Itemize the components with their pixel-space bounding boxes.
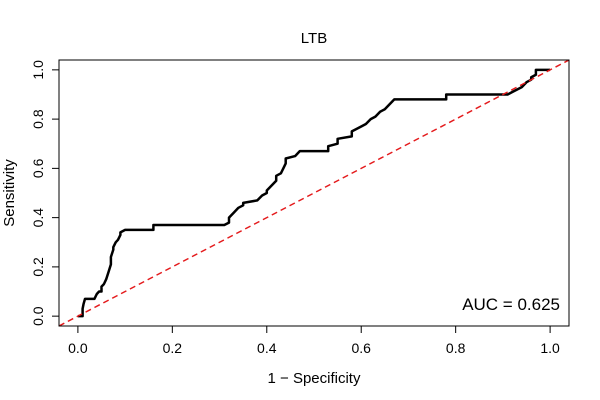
x-tick-label: 0.6 (351, 340, 371, 356)
x-axis-label: 1 − Specificity (268, 370, 361, 387)
y-tick-label: 0.6 (30, 158, 46, 178)
y-tick-label: 0.0 (30, 306, 46, 326)
plot-frame (58, 59, 570, 327)
y-axis: 0.0 0.2 0.4 0.6 0.8 1.0 (30, 60, 60, 326)
x-tick-label: 0.4 (257, 340, 277, 356)
roc-curve-line (77, 68, 551, 318)
x-tick-label: 0.2 (163, 340, 183, 356)
auc-annotation: AUC = 0.625 (462, 295, 560, 314)
x-tick-label: 0.8 (446, 340, 466, 356)
reference-diagonal-line (58, 59, 570, 327)
chart-title: LTB (301, 30, 327, 47)
x-tick-label: 0.0 (68, 340, 88, 356)
x-tick-label: 1.0 (540, 340, 560, 356)
y-tick-label: 0.4 (30, 208, 46, 228)
y-tick-label: 0.8 (30, 109, 46, 129)
y-tick-label: 0.2 (30, 257, 46, 277)
x-axis: 0.0 0.2 0.4 0.6 0.8 1.0 (68, 325, 560, 356)
y-axis-label: Sensitivity (1, 159, 18, 227)
plot-series (58, 59, 570, 327)
y-tick-label: 1.0 (30, 60, 46, 80)
